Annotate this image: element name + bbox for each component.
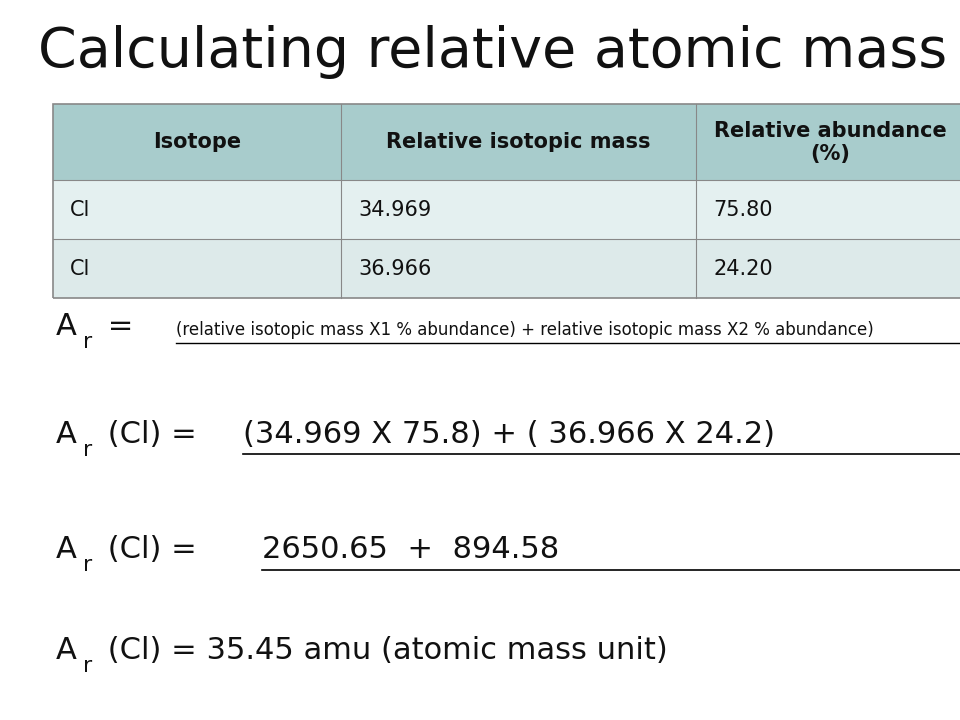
Text: (34.969 X 75.8) + ( 36.966 X 24.2): (34.969 X 75.8) + ( 36.966 X 24.2) xyxy=(243,420,775,449)
Text: r: r xyxy=(83,332,92,352)
Text: (Cl) = 35.45 amu (atomic mass unit): (Cl) = 35.45 amu (atomic mass unit) xyxy=(98,636,667,665)
Text: Isotope: Isotope xyxy=(153,132,241,152)
Text: r: r xyxy=(83,656,92,676)
Text: Cl: Cl xyxy=(70,199,90,220)
Text: A: A xyxy=(56,636,77,665)
Text: Relative isotopic mass: Relative isotopic mass xyxy=(386,132,651,152)
Text: A: A xyxy=(56,420,77,449)
Text: =: = xyxy=(98,312,143,341)
Text: 2650.65  +  894.58: 2650.65 + 894.58 xyxy=(262,535,560,564)
FancyBboxPatch shape xyxy=(53,104,960,180)
Text: r: r xyxy=(83,555,92,575)
Text: r: r xyxy=(83,440,92,460)
Text: A: A xyxy=(56,535,77,564)
Text: (Cl) =: (Cl) = xyxy=(98,420,206,449)
Text: (Cl) =: (Cl) = xyxy=(98,535,216,564)
Text: 75.80: 75.80 xyxy=(713,199,773,220)
Text: 36.966: 36.966 xyxy=(358,258,431,279)
Text: 34.969: 34.969 xyxy=(358,199,431,220)
Text: 24.20: 24.20 xyxy=(713,258,773,279)
Text: (relative isotopic mass X1 % abundance) + relative isotopic mass X2 % abundance): (relative isotopic mass X1 % abundance) … xyxy=(176,321,874,339)
Text: A: A xyxy=(56,312,77,341)
FancyBboxPatch shape xyxy=(53,239,960,298)
Text: Cl: Cl xyxy=(70,258,90,279)
Text: Relative abundance
(%): Relative abundance (%) xyxy=(714,120,947,164)
Text: Calculating relative atomic mass: Calculating relative atomic mass xyxy=(38,25,948,79)
FancyBboxPatch shape xyxy=(53,180,960,239)
